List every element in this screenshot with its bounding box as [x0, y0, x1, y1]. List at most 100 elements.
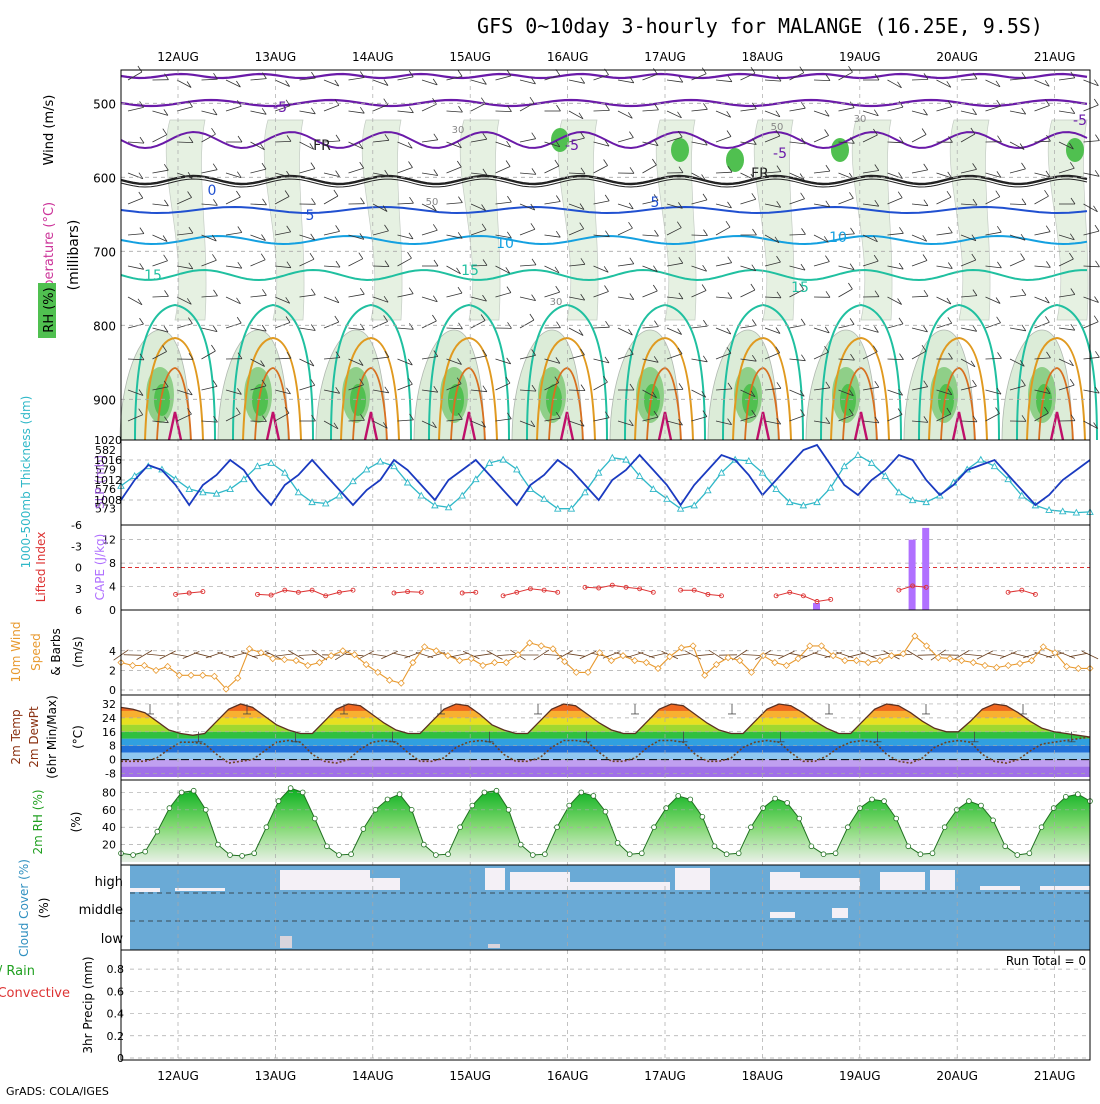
rh-marker [724, 852, 729, 857]
wind-barb-flag [851, 228, 855, 234]
wind-barb [300, 328, 316, 331]
y-axis-label-dewpt: 2m DewPt [27, 706, 41, 768]
y-tick-label-cape: 0 [109, 604, 116, 617]
thickness-line [121, 455, 1090, 513]
wind-barb [1035, 196, 1049, 204]
y-axis-label-wind-prefix: 10m Wind [9, 622, 23, 683]
rh-marker [155, 829, 160, 834]
wind-speed-marker [153, 667, 159, 673]
wind-barb-flag [973, 380, 977, 386]
wind-barb-flag [238, 227, 242, 233]
wind-barb-flag [409, 323, 413, 329]
wind-speed-marker [305, 662, 311, 668]
li-line [681, 590, 722, 596]
y-tick-label: 0 [109, 684, 116, 697]
thickness-marker [991, 463, 997, 469]
wind-barb [1084, 390, 1100, 393]
wind-barb-flag [360, 288, 364, 294]
wind-barb-flag [849, 66, 853, 72]
wind-barb-10m [977, 651, 993, 659]
wind-barb [741, 290, 755, 297]
rh-marker [736, 851, 741, 856]
rh-marker [458, 825, 463, 830]
cloud-high-bar [280, 870, 370, 890]
cloud-low-bar [280, 936, 292, 948]
cloud-high-bar [485, 868, 505, 890]
wind-barb [520, 320, 534, 328]
rh-marker [337, 853, 342, 858]
wind-barb [422, 104, 437, 111]
wind-barb-10m [638, 652, 655, 658]
wind-barb-10m [988, 653, 1006, 656]
wind-barb-flag [948, 317, 952, 323]
x-tick-label-bottom: 14AUG [352, 1069, 394, 1083]
thickness-marker [978, 457, 984, 463]
rh-shade-mid [950, 120, 990, 320]
wind-speed-marker [340, 648, 346, 654]
wind-barb [422, 173, 438, 176]
wind-barb-flag [557, 105, 561, 111]
contour-15 [121, 270, 1087, 280]
wind-barb-10m [451, 653, 469, 657]
wind-barb-10m [241, 652, 258, 659]
wind-barb-flag [1045, 316, 1049, 322]
wind-barb [520, 229, 535, 235]
y-tick-label: 60 [102, 804, 116, 817]
rh-marker [676, 794, 681, 799]
wind-barb-flag [1095, 225, 1099, 231]
x-tick-label-top: 19AUG [839, 50, 881, 64]
rh-shade-mid [264, 120, 304, 320]
wind-barb-flag [532, 168, 536, 174]
wind-barb [1084, 322, 1099, 328]
rh-marker [264, 825, 269, 830]
li-line [503, 589, 558, 596]
wind-barb [814, 328, 829, 333]
wind-barb [692, 326, 708, 328]
y-tick-label: 24 [102, 712, 116, 725]
y-tick-label: -8 [105, 768, 116, 781]
rh-marker [506, 807, 511, 812]
wind-barb [447, 111, 463, 112]
wind-barb [251, 295, 267, 297]
wind-barb [1035, 266, 1051, 267]
contour-label: 30 [550, 297, 563, 308]
wind-barb-flag [726, 221, 730, 227]
wind-barb-flag [311, 289, 315, 295]
contour-label: 50 [771, 122, 784, 133]
wind-barb-flag [728, 76, 732, 82]
wind-barb-10m [778, 651, 794, 659]
wind-barb-flag [1045, 190, 1049, 196]
rh-marker [918, 852, 923, 857]
y-axis-label-unit: (m/s) [71, 636, 85, 667]
wind-barb [937, 233, 953, 235]
wind-barb-flag [336, 261, 340, 267]
wind-speed-marker [620, 653, 626, 659]
y-axis-label-li: Lifted Index [34, 532, 48, 603]
wind-barb [594, 201, 610, 204]
rh-shade-max [938, 384, 954, 416]
wind-barb [471, 321, 485, 329]
rh-shade-max [448, 384, 464, 416]
y-axis-label-convective: Convective [0, 986, 70, 1001]
y-axis-label-thickness: 1000-500mb Thickness (dm) [19, 396, 33, 569]
wind-speed-marker [445, 653, 451, 659]
wind-barb [202, 79, 218, 80]
wind-barb-10m [276, 654, 294, 656]
wind-barb [496, 76, 512, 80]
wind-barb [251, 260, 266, 266]
wind-barb-flag [801, 193, 805, 199]
wind-speed-marker [387, 677, 393, 683]
wind-barb-flag [849, 192, 853, 198]
rh-marker [967, 799, 972, 804]
x-tick-label-bottom: 12AUG [157, 1069, 199, 1083]
rh-marker [712, 844, 717, 849]
wind-barb-flag [801, 319, 805, 325]
rh-marker [1027, 851, 1032, 856]
wind-barb [643, 110, 659, 111]
wind-barb-10m [836, 652, 853, 658]
wind-barb [912, 261, 927, 267]
thickness-marker [268, 460, 274, 466]
wind-barb-flag [556, 286, 560, 292]
wind-barb-flag [213, 199, 217, 205]
contour-5 [121, 207, 1087, 213]
